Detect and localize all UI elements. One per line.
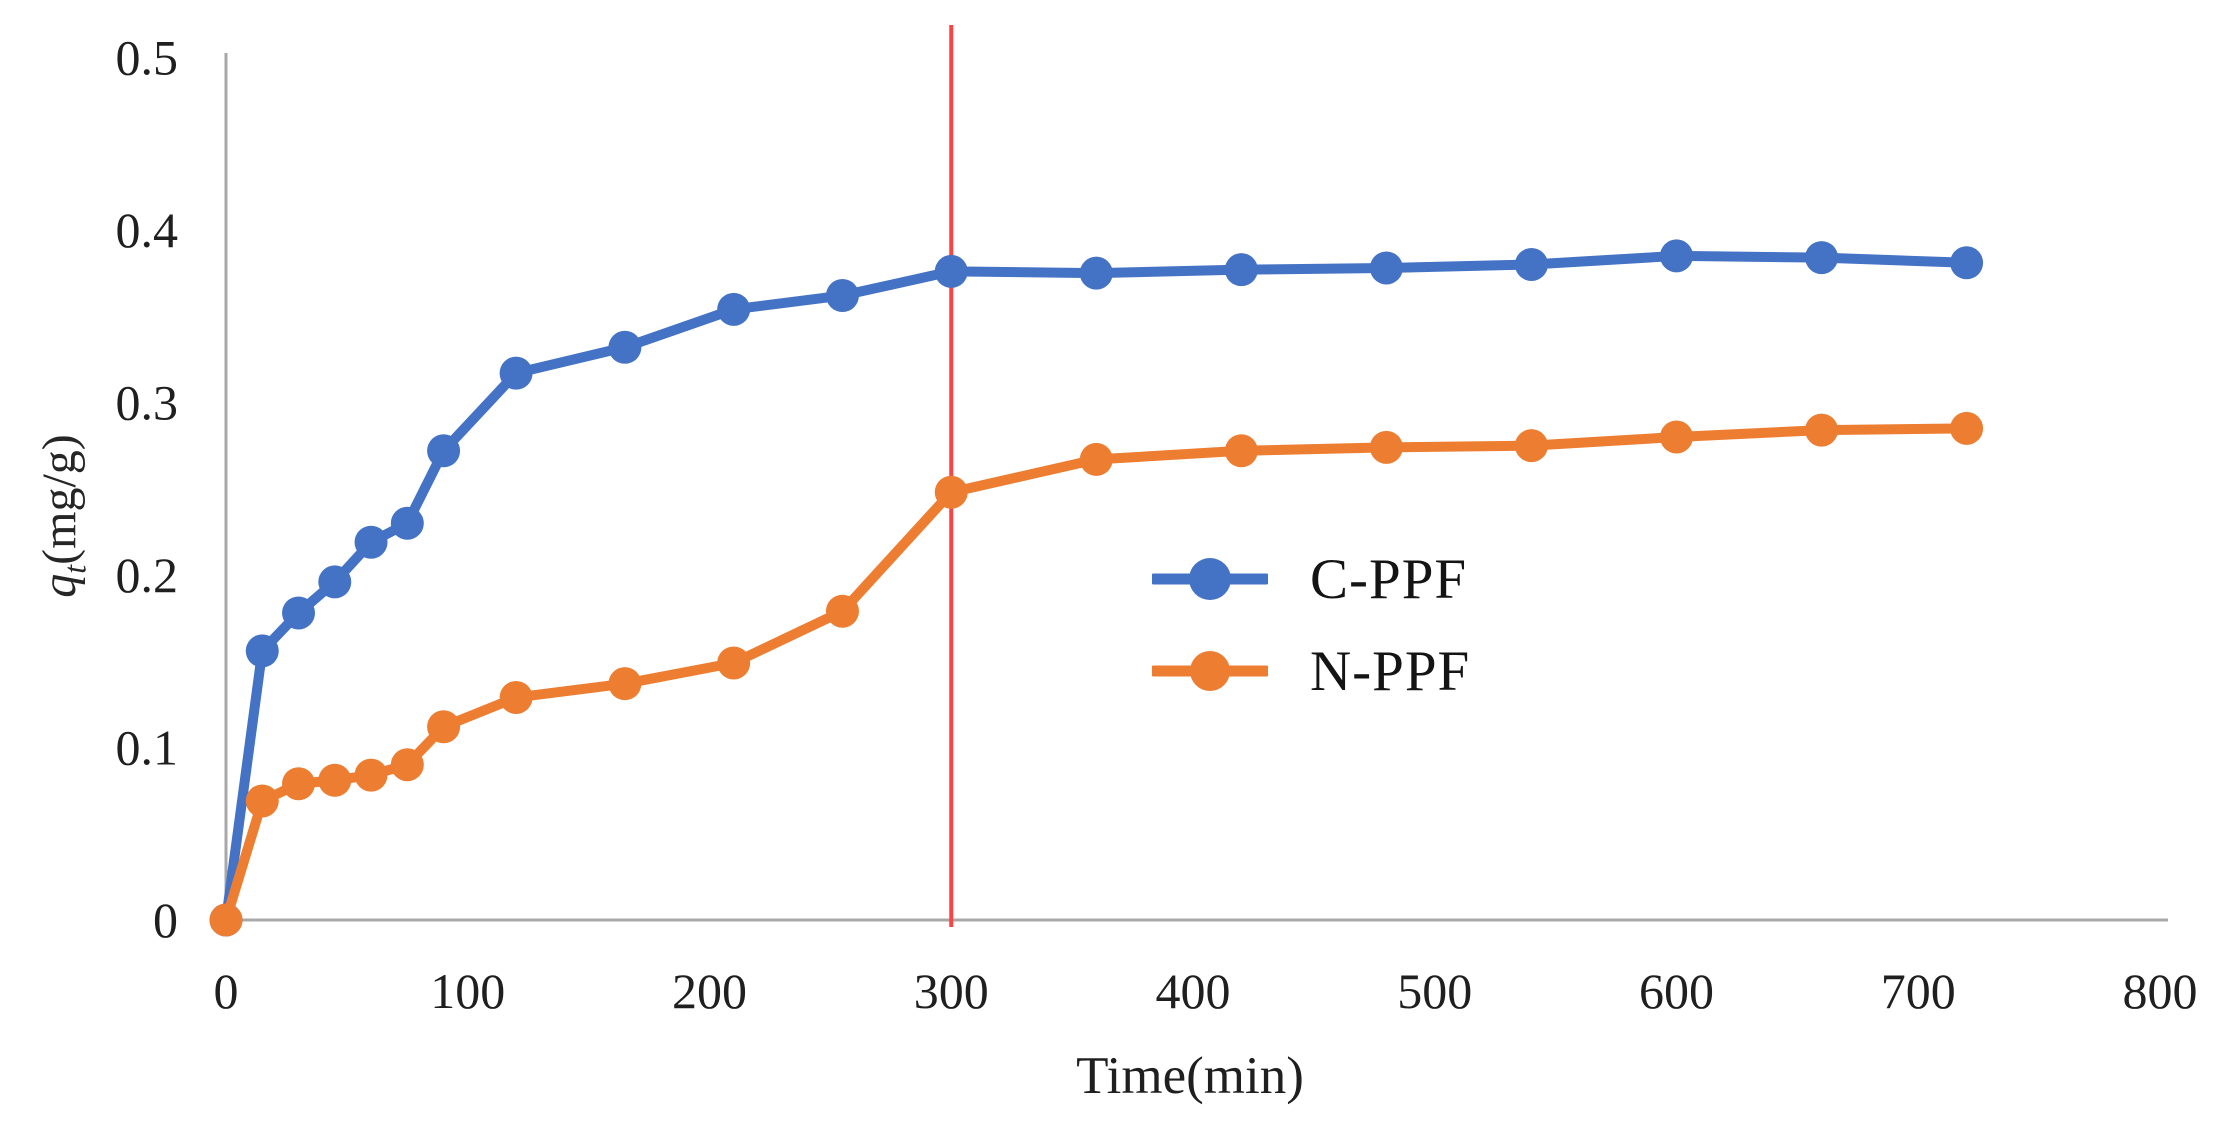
x-tick-label: 400 xyxy=(1156,963,1231,1019)
data-point-n-ppf xyxy=(209,903,243,937)
n-ppf-legend-marker-icon xyxy=(1152,651,1268,691)
y-tick-label: 0.2 xyxy=(116,547,179,603)
data-point-n-ppf xyxy=(1660,420,1693,454)
data-point-c-ppf xyxy=(354,525,388,559)
data-point-n-ppf xyxy=(318,763,352,797)
y-axis-subscript: t xyxy=(56,564,93,574)
data-point-c-ppf xyxy=(318,565,352,599)
data-point-n-ppf xyxy=(1079,442,1113,476)
data-point-n-ppf xyxy=(1950,411,1984,445)
series-line-n-ppf xyxy=(221,423,1972,925)
y-tick-label: 0.1 xyxy=(116,720,179,776)
data-point-c-ppf xyxy=(608,330,642,364)
data-point-n-ppf xyxy=(934,475,968,509)
data-point-c-ppf xyxy=(499,356,533,390)
y-axis-units: (mg/g) xyxy=(33,434,86,565)
x-axis-title: Time(min) xyxy=(1076,1047,1304,1105)
data-point-c-ppf xyxy=(1224,253,1258,287)
data-point-n-ppf xyxy=(1805,413,1839,447)
y-tick-label: 0.3 xyxy=(116,375,179,431)
data-point-n-ppf xyxy=(245,784,279,818)
data-point-n-ppf xyxy=(1224,434,1258,468)
data-point-n-ppf xyxy=(717,646,751,680)
x-tick-label: 300 xyxy=(914,963,989,1019)
data-point-c-ppf xyxy=(1514,248,1548,281)
data-point-c-ppf xyxy=(390,506,424,540)
data-point-n-ppf xyxy=(1369,430,1403,464)
legend-item-c-ppf: C-PPF xyxy=(1152,547,1470,611)
legend-label-c-ppf: C-PPF xyxy=(1310,547,1468,611)
data-point-c-ppf xyxy=(1660,239,1693,273)
legend: C-PPF N-PPF xyxy=(1152,547,1471,703)
data-point-n-ppf xyxy=(354,758,388,792)
series-line-c-ppf xyxy=(221,250,1972,925)
y-tick-label: 0 xyxy=(153,892,178,948)
data-point-c-ppf xyxy=(245,634,279,668)
data-point-n-ppf xyxy=(608,667,642,701)
x-tick-label: 700 xyxy=(1881,963,1956,1019)
x-tick-label: 0 xyxy=(214,963,239,1019)
data-point-c-ppf xyxy=(825,279,859,313)
y-axis-title: qt(mg/g) xyxy=(32,381,93,651)
x-tick-label: 800 xyxy=(2123,963,2198,1019)
x-tick-label: 100 xyxy=(430,963,505,1019)
x-tick-label: 500 xyxy=(1397,963,1472,1019)
c-ppf-legend-marker-icon xyxy=(1152,558,1268,600)
data-point-n-ppf xyxy=(1514,429,1548,463)
data-point-n-ppf xyxy=(825,594,859,628)
data-point-c-ppf xyxy=(934,254,968,288)
data-point-n-ppf xyxy=(282,767,316,801)
data-point-c-ppf xyxy=(1079,256,1113,290)
legend-item-n-ppf: N-PPF xyxy=(1152,639,1471,703)
data-point-n-ppf xyxy=(499,680,533,714)
data-point-c-ppf xyxy=(1950,246,1984,280)
legend-label-n-ppf: N-PPF xyxy=(1310,639,1471,703)
data-point-c-ppf xyxy=(427,434,461,468)
x-tick-label: 200 xyxy=(672,963,747,1019)
y-axis-symbol: q xyxy=(33,573,86,598)
data-point-c-ppf xyxy=(1369,251,1403,285)
data-point-c-ppf xyxy=(717,292,751,326)
data-point-c-ppf xyxy=(282,596,316,630)
data-point-n-ppf xyxy=(427,710,461,744)
data-point-n-ppf xyxy=(390,748,424,782)
data-point-c-ppf xyxy=(1805,241,1839,275)
x-tick-label: 600 xyxy=(1639,963,1714,1019)
y-tick-label: 0.5 xyxy=(116,30,179,86)
y-tick-label: 0.4 xyxy=(116,202,179,258)
